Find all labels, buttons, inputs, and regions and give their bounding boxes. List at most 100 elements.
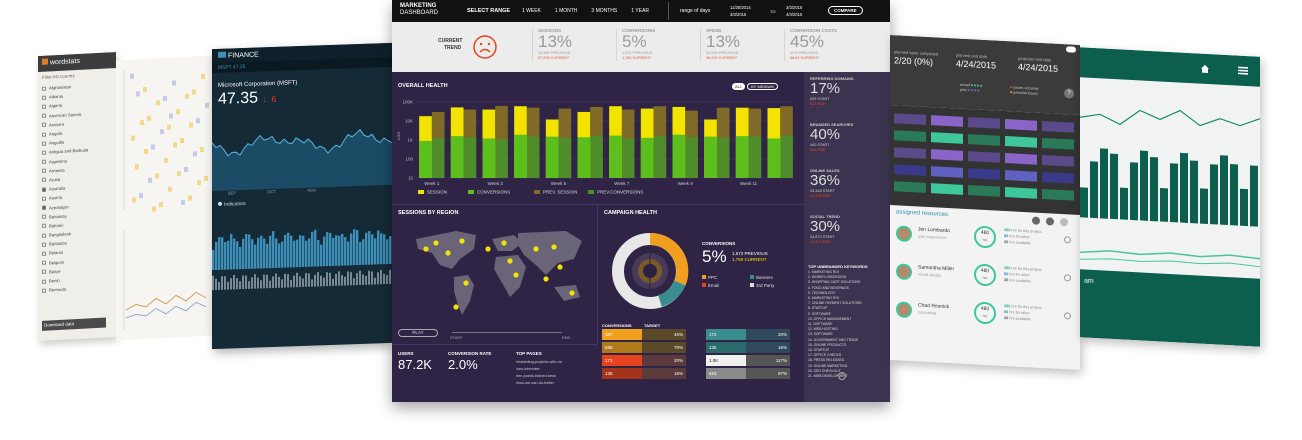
country-checkbox[interactable] (42, 233, 46, 238)
map-dot[interactable] (533, 246, 539, 252)
country-checkbox[interactable] (42, 141, 46, 146)
map-dot[interactable] (507, 258, 513, 264)
kpi-previous: 32,000 PREVIOUS (706, 51, 739, 55)
country-checkbox[interactable] (42, 187, 46, 192)
volume-bar-secondary (308, 273, 310, 287)
country-checkbox[interactable] (42, 178, 46, 183)
top-page-link[interactable]: /marketing-projects-with-roi (516, 360, 562, 364)
green-bar (1250, 165, 1258, 227)
country-checkbox[interactable] (42, 159, 46, 164)
add-icon[interactable] (1060, 217, 1068, 227)
country-checkbox[interactable] (42, 242, 46, 247)
kpi-current: 87,256 CURRENT (538, 56, 570, 60)
map-dot[interactable] (433, 240, 439, 246)
remove-person-icon[interactable] (1064, 312, 1071, 320)
country-checkbox[interactable] (42, 86, 46, 91)
hours-ring: 480 hrs (974, 301, 996, 325)
volume-bar (305, 240, 308, 267)
help-icon[interactable]: ? (838, 372, 846, 380)
compare-button[interactable]: COMPARE (828, 6, 863, 15)
country-checkbox[interactable] (42, 150, 46, 155)
date-from-2[interactable]: 3/3/2015 (730, 12, 747, 17)
date-to-1[interactable]: 3/3/2015 (786, 5, 803, 10)
country-checkbox[interactable] (42, 260, 46, 265)
gantt-block (894, 147, 926, 159)
table-row: 1.0K 117% (706, 355, 790, 366)
date-to-2[interactable]: 4/4/2015 (786, 12, 803, 17)
toggle-by-medium[interactable]: BY MEDIUM (747, 83, 778, 90)
top-page-link[interactable]: /how-we-can-do-better (516, 381, 554, 385)
remove-person-icon[interactable] (1064, 274, 1071, 282)
gantt-block (931, 132, 963, 144)
country-label: Armenia (49, 167, 65, 174)
country-label: Bahrain (49, 222, 64, 229)
hours-unit: hrs (982, 275, 988, 281)
chat-icon[interactable] (1066, 46, 1076, 53)
range-1-month[interactable]: 1 MONTH (554, 8, 578, 14)
wordstats-panel: wordstats Filter list country Afghanista… (38, 51, 116, 342)
map-dot[interactable] (513, 272, 519, 278)
menu-icon[interactable] (1238, 66, 1248, 77)
home-icon[interactable] (1200, 64, 1210, 75)
country-label: Bangladesh (49, 231, 72, 238)
country-label: Anguilla (49, 139, 64, 146)
volume-bar-secondary (293, 275, 295, 288)
row-value: 172 (602, 355, 642, 366)
country-checkbox[interactable] (42, 113, 46, 118)
country-checkbox[interactable] (42, 251, 46, 256)
country-checkbox[interactable] (42, 269, 46, 275)
map-dot[interactable] (453, 304, 459, 310)
top-page-link[interactable]: /seo-interview (516, 367, 540, 371)
range-1-week[interactable]: 1 WEEK (522, 8, 541, 14)
date-to[interactable]: 3/3/2015 4/4/2015 (786, 4, 802, 18)
map-dot[interactable] (459, 238, 465, 244)
toggle-all[interactable]: ALL (732, 83, 746, 90)
scatter-mark (185, 93, 189, 99)
volume-bar (233, 238, 236, 270)
map-dot[interactable] (445, 250, 451, 256)
donut-value: 5% (702, 247, 727, 266)
volume-bar-secondary (338, 271, 340, 286)
map-dot[interactable] (485, 246, 491, 252)
kpi-value: 45% (790, 32, 825, 51)
marketing-dashboard: MARKETING DASHBOARD SELECT RANGE 1 WEEK … (392, 0, 890, 402)
table-row: 585 70% (602, 342, 686, 353)
country-checkbox[interactable] (42, 214, 46, 220)
date-from[interactable]: 11/30/2014 3/3/2015 (730, 4, 751, 18)
top-page-link[interactable]: /ten-points-trained-bess (516, 374, 556, 378)
date-from-1[interactable]: 11/30/2014 (730, 5, 751, 10)
country-checkbox[interactable] (42, 279, 46, 284)
map-dot[interactable] (543, 276, 549, 282)
country-checkbox[interactable] (42, 196, 46, 201)
filter-icon[interactable] (1032, 216, 1040, 225)
range-1-year[interactable]: 1 YEAR (631, 8, 649, 14)
download-button[interactable]: Download data (42, 317, 106, 331)
country-checkbox[interactable] (42, 122, 46, 128)
country-checkbox[interactable] (42, 288, 46, 293)
country-checkbox[interactable] (42, 168, 46, 174)
scatter-mark (184, 166, 188, 172)
timeline-track[interactable] (452, 332, 562, 333)
remove-person-icon[interactable] (1064, 236, 1071, 244)
remove-icon[interactable] (1046, 217, 1054, 226)
play-button[interactable]: PLAY (398, 329, 438, 337)
volume-bar (323, 236, 326, 267)
map-dot[interactable] (557, 264, 563, 270)
country-checkbox[interactable] (42, 95, 46, 100)
map-dot[interactable] (551, 244, 557, 250)
country-checkbox[interactable] (42, 224, 46, 229)
country-checkbox[interactable] (42, 104, 46, 109)
legend-swatch (418, 190, 424, 194)
help-icon-res[interactable]: ? (1064, 88, 1074, 99)
x-tick-label: Week 1 (424, 181, 440, 186)
gantt-block (968, 134, 1000, 146)
sessions-by-region-title: SESSIONS BY REGION (398, 210, 459, 216)
map-dot[interactable] (463, 280, 469, 286)
map-dot[interactable] (501, 240, 507, 246)
country-checkbox[interactable] (42, 205, 46, 210)
map-dot[interactable] (569, 290, 575, 296)
divider (668, 2, 669, 20)
range-3-months[interactable]: 3 MONTHS (591, 8, 618, 14)
map-dot[interactable] (423, 246, 429, 252)
country-checkbox[interactable] (42, 132, 46, 137)
